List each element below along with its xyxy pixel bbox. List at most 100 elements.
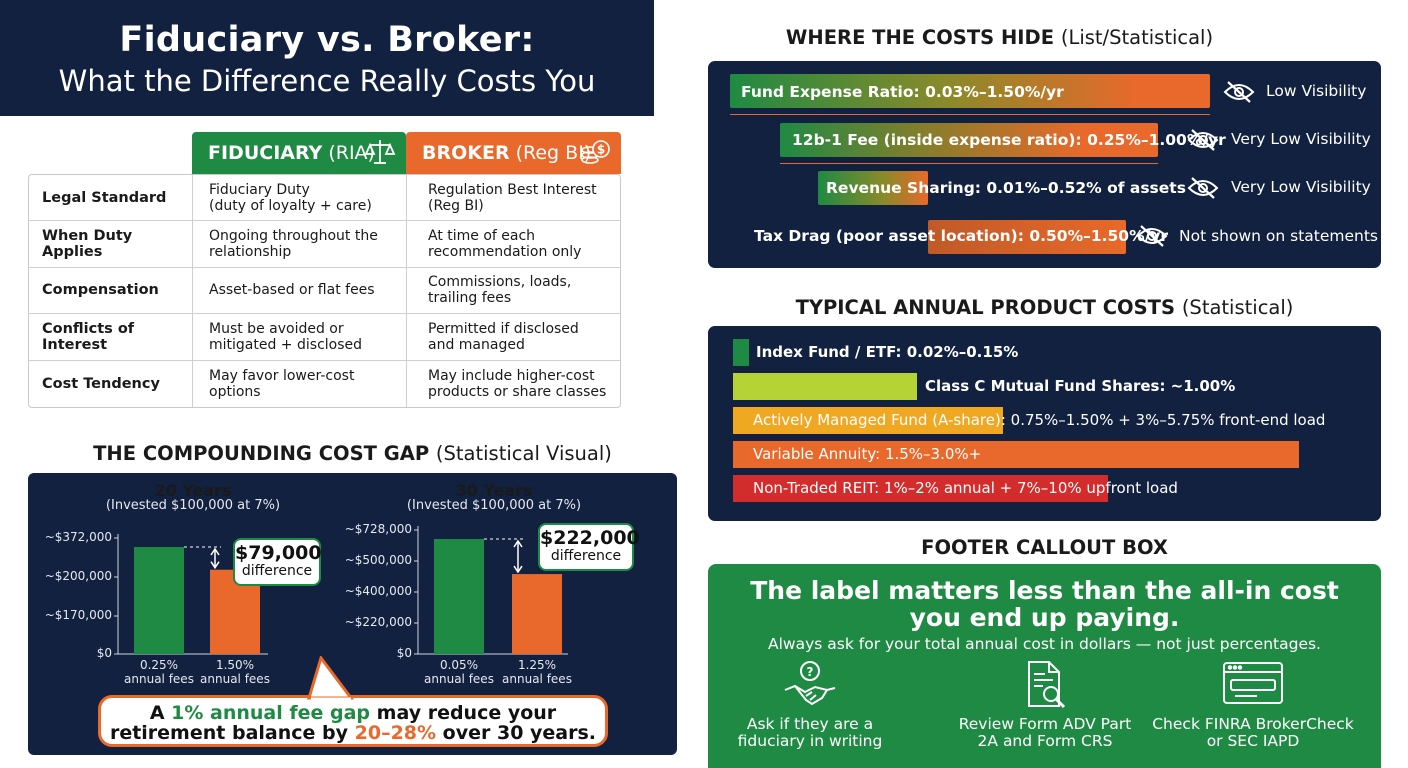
costs-heading-text: WHERE THE COSTS HIDE — [785, 26, 1055, 49]
footer-section-label: FOOTER CALLOUT BOX — [921, 536, 1168, 559]
product-bar — [733, 373, 917, 400]
product-bar — [733, 339, 749, 366]
gap-arrow-head — [513, 565, 523, 574]
cost-label: Fund Expense Ratio: 0.03%–1.50%/yr — [741, 83, 1064, 101]
footer-headline: The label matters less than the all-in c… — [708, 564, 1381, 631]
compounding-heading-text: THE COMPOUNDING COST GAP — [93, 442, 430, 465]
callout-line1: A 1% annual fee gap may reduce your — [149, 702, 557, 724]
broker-cell: At time of each recommendation only — [428, 228, 582, 261]
product-label: Index Fund / ETF: 0.02%–0.15% — [756, 343, 1019, 361]
fiduciary-cell: Asset-based or flat fees — [193, 267, 407, 314]
cost-label: Revenue Sharing: 0.01%–0.52% of assets — [826, 179, 1186, 197]
fiduciary-header-sub: (RIA) — [328, 142, 375, 164]
cost-bar — [780, 123, 1158, 157]
costs-heading: WHERE THE COSTS HIDE (List/Statistical) — [708, 26, 1291, 49]
broker-column-header: BROKER (Reg BI) $ — [406, 132, 621, 174]
row-label: Legal Standard — [29, 175, 193, 221]
gap-arrow-head — [513, 539, 523, 548]
broker-header-sub: (Reg BI) — [515, 142, 592, 164]
cost-range-line — [780, 163, 1158, 164]
product-costs-panel: Index Fund / ETF: 0.02%–0.15% Class C Mut… — [708, 326, 1381, 521]
page-title: Fiduciary vs. Broker: — [119, 20, 535, 60]
table-row: Compensation Asset-based or flat fees Comm… — [29, 267, 620, 315]
fiduciary-cell: May favor lower-cost options — [193, 360, 407, 407]
handshake-question-icon: ? — [784, 661, 836, 706]
comparison-table: Legal Standard Fiduciary Duty (duty of loy… — [28, 174, 621, 408]
compounding-heading: THE COMPOUNDING COST GAP (Statistical Vi… — [28, 442, 677, 465]
bar — [434, 539, 484, 654]
fiduciary-cell: Ongoing throughout the relationship — [193, 221, 407, 267]
bar — [210, 569, 260, 654]
gap-arrow-head — [210, 561, 220, 570]
browser-search-icon — [1223, 662, 1283, 704]
cost-label: 12b-1 Fee (inside expense ratio): 0.25%–… — [792, 131, 1226, 149]
hidden-costs-panel: Fund Expense Ratio: 0.03%–1.50%/yr Low Vi… — [708, 61, 1381, 268]
broker-cell: May include higher-cost products or share… — [428, 367, 607, 400]
svg-text:$: $ — [597, 143, 605, 157]
broker-cell: Commissions, loads, trailing fees — [428, 274, 572, 307]
footer-callout-box: The label matters less than the all-in c… — [708, 564, 1381, 768]
cost-label: Tax Drag (poor asset location): 0.50%–1.… — [754, 227, 1169, 245]
costs-heading-suffix: (List/Statistical) — [1060, 26, 1214, 49]
products-heading-text: TYPICAL ANNUAL PRODUCT COSTS — [795, 296, 1176, 319]
document-search-icon — [1028, 661, 1066, 709]
callout-line2: retirement balance by 20–28% over 30 yea… — [109, 722, 597, 744]
product-bar — [733, 407, 1003, 434]
product-label: Non-Traded REIT: 1%–2% annual + 7%–10% u… — [753, 479, 1178, 497]
cost-bar — [818, 171, 928, 205]
broker-header-label: BROKER — [422, 142, 510, 164]
visibility-label: Low Visibility — [1266, 82, 1367, 100]
footer-item-review-label: Review Form ADV Part 2A and Form CRS — [958, 715, 1132, 750]
row-label: Compensation — [29, 267, 193, 314]
product-bar — [733, 441, 1299, 468]
eye-slash-icon — [1187, 177, 1219, 199]
table-row: Conflicts of Interest Must be avoided or m… — [29, 314, 620, 361]
cost-bar — [730, 74, 1210, 108]
row-label: Conflicts of Interest — [29, 314, 193, 360]
cost-bar — [928, 220, 1126, 254]
table-row: Legal Standard Fiduciary Duty (duty of loy… — [29, 175, 620, 222]
eye-slash-icon — [1223, 81, 1255, 103]
fiduciary-column-header: FIDUCIARY (RIA) — [192, 132, 406, 174]
coins-dollar-icon: $ — [581, 140, 610, 164]
row-label: Cost Tendency — [29, 360, 193, 407]
table-row: Cost Tendency May favor lower-cost options… — [29, 360, 620, 407]
bar — [512, 574, 562, 654]
footer-item-ask-label: Ask if they are a fiduciary in writing — [737, 715, 883, 750]
svg-text:?: ? — [807, 665, 814, 679]
visibility-label: Not shown on statements — [1179, 227, 1379, 245]
product-label: Variable Annuity: 1.5%–3.0%+ — [753, 445, 982, 463]
table-row: When Duty Applies Ongoing throughout the r… — [29, 221, 620, 268]
eye-slash-icon — [1187, 129, 1219, 151]
product-bar — [733, 475, 1108, 502]
broker-cell: Permitted if disclosed and managed — [428, 320, 579, 353]
visibility-label: Very Low Visibility — [1231, 178, 1371, 196]
row-label: When Duty Applies — [29, 221, 193, 267]
footer-item-check: Check FINRA BrokerCheck or SEC IAPD — [1148, 660, 1358, 750]
footer-item-review: Review Form ADV Part 2A and Form CRS — [940, 660, 1150, 750]
title-banner: Fiduciary vs. Broker: What the Differenc… — [0, 0, 654, 116]
footer-item-check-label: Check FINRA BrokerCheck or SEC IAPD — [1152, 715, 1354, 750]
broker-cell: Regulation Best Interest (Reg BI) — [428, 181, 597, 214]
footer-headline-line2: you end up paying. — [909, 603, 1180, 632]
visibility-label: Very Low Visibility — [1231, 130, 1371, 148]
fiduciary-cell: Must be avoided or mitigated + disclosed — [193, 314, 407, 360]
bar — [134, 547, 184, 654]
callout-pointer-icon — [306, 656, 354, 700]
compounding-heading-suffix: (Statistical Visual) — [435, 442, 612, 465]
cost-range-line — [730, 114, 1210, 115]
fee-gap-callout: A 1% annual fee gap may reduce your reti… — [98, 656, 608, 747]
page-subtitle: What the Difference Really Costs You — [58, 64, 596, 98]
footer-headline-line1: The label matters less than the all-in c… — [750, 576, 1339, 605]
fiduciary-header-label: FIDUCIARY — [208, 142, 323, 164]
gap-arrow-head — [210, 547, 220, 556]
eye-slash-icon — [1136, 225, 1168, 247]
footer-item-ask: ? Ask if they are a fiduciary in writing — [705, 660, 915, 750]
product-label: Class C Mutual Fund Shares: ~1.00% — [925, 377, 1236, 395]
scales-icon — [364, 140, 396, 164]
products-heading: TYPICAL ANNUAL PRODUCT COSTS (Statistica… — [708, 296, 1381, 319]
fiduciary-cell: Fiduciary Duty (duty of loyalty + care) — [193, 175, 407, 221]
footer-subline: Always ask for your total annual cost in… — [768, 635, 1321, 653]
product-label: Actively Managed Fund (A-share): 0.75%–1… — [753, 411, 1326, 429]
